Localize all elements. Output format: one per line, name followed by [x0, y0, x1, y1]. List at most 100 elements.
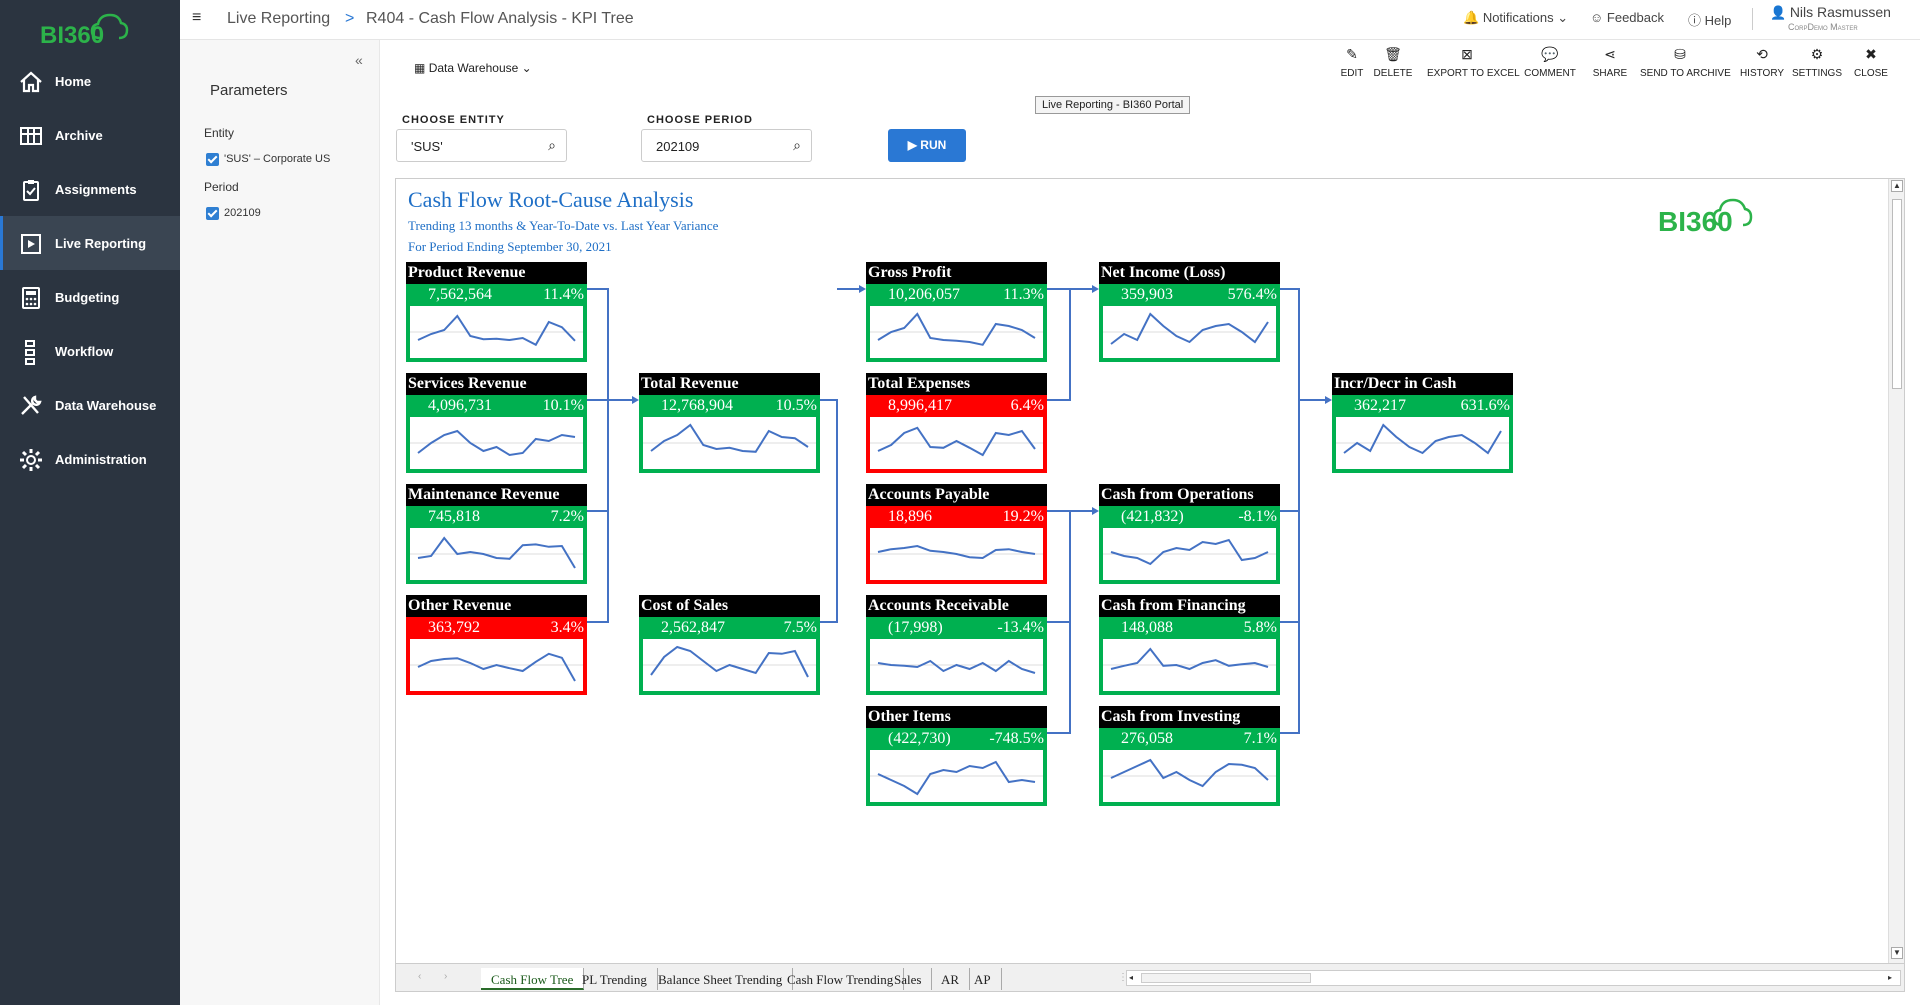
- scroll-thumb[interactable]: [1892, 199, 1902, 389]
- kpi-card-accounts-receivable[interactable]: Accounts Receivable (17,998) -13.4%: [866, 595, 1047, 695]
- vertical-scrollbar[interactable]: ▲ ▼: [1888, 179, 1904, 963]
- kpi-card-other-revenue[interactable]: Other Revenue 363,792 3.4%: [406, 595, 587, 695]
- sparkline: [410, 652, 583, 682]
- export-to-excel-button[interactable]: ⊠ EXPORT TO EXCEL: [1427, 46, 1520, 79]
- bi360-logo[interactable]: BI360: [38, 10, 138, 50]
- toolbar-action-label: CLOSE: [1854, 68, 1888, 79]
- kpi-card-total-revenue[interactable]: Total Revenue 12,768,904 10.5%: [639, 373, 820, 473]
- scroll-left-icon[interactable]: ◂: [1129, 973, 1134, 982]
- tab-ap[interactable]: AP: [964, 968, 1002, 990]
- tab-cash-flow-trending[interactable]: Cash Flow Trending: [777, 968, 905, 990]
- help-icon: ⓘ: [1688, 13, 1702, 28]
- delete-button[interactable]: 🗑 DELETE: [1353, 46, 1433, 79]
- period-value: 202109: [224, 207, 261, 219]
- kpi-card-incr-decr-cash[interactable]: Incr/Decr in Cash 362,217 631.6%: [1332, 373, 1513, 473]
- feedback-button[interactable]: ☺ Feedback: [1590, 10, 1664, 25]
- sparkline-path: [417, 536, 576, 569]
- tab-ar[interactable]: AR: [931, 968, 971, 990]
- sparkline-path: [877, 659, 1036, 674]
- kpi-card-total-expenses[interactable]: Total Expenses 8,996,417 6.4%: [866, 373, 1047, 473]
- pencil-icon: ✎: [1346, 46, 1358, 62]
- scroll-right-icon[interactable]: ▸: [1888, 973, 1893, 982]
- entity-value: 'SUS' – Corporate US: [224, 153, 331, 165]
- kpi-card-other-items[interactable]: Other Items (422,730) -748.5%: [866, 706, 1047, 806]
- kpi-sparkline-area: [410, 306, 583, 358]
- sparkline-path: [1343, 423, 1502, 455]
- kpi-card-product-revenue[interactable]: Product Revenue 7,562,564 11.4%: [406, 262, 587, 362]
- breadcrumb-separator: >: [345, 10, 355, 27]
- entity-input[interactable]: 'SUS' ⌕: [396, 129, 567, 162]
- data-source-dropdown[interactable]: ▦ Data Warehouse ⌄: [414, 61, 532, 75]
- scroll-down-icon[interactable]: ▼: [1891, 947, 1903, 959]
- sidebar-item-assignments[interactable]: Assignments: [0, 162, 180, 216]
- tab-balance-sheet-trending[interactable]: Balance Sheet Trending: [648, 968, 794, 990]
- kpi-card-cash-from-financing[interactable]: Cash from Financing 148,088 5.8%: [1099, 595, 1280, 695]
- kpi-title: Cash from Financing: [1099, 595, 1280, 617]
- kpi-card-cash-from-investing[interactable]: Cash from Investing 276,058 7.1%: [1099, 706, 1280, 806]
- sidebar-item-budgeting[interactable]: Budgeting: [0, 270, 180, 324]
- tab-pl-trending[interactable]: PL Trending: [572, 968, 658, 990]
- settings-button[interactable]: ⚙ SETTINGS: [1777, 46, 1857, 79]
- user-menu[interactable]: 👤 Nils Rasmussen: [1770, 4, 1891, 21]
- report-title: Cash Flow Root-Cause Analysis: [408, 187, 694, 212]
- edit-button[interactable]: ✎ EDIT: [1312, 46, 1392, 79]
- sidebar-item-data-warehouse[interactable]: Data Warehouse: [0, 378, 180, 432]
- sidebar-item-archive[interactable]: Archive: [0, 108, 180, 162]
- share-button[interactable]: ⋖ SHARE: [1570, 46, 1650, 79]
- search-icon[interactable]: ⌕: [548, 137, 556, 153]
- user-icon: 👤: [1770, 5, 1787, 20]
- kpi-percent: 3.4%: [550, 619, 584, 636]
- tab-next-icon[interactable]: ›: [444, 971, 448, 982]
- bi360-logo-icon: BI360: [1658, 198, 1753, 237]
- tab-prev-icon[interactable]: ‹: [418, 971, 422, 982]
- kpi-card-gross-profit[interactable]: Gross Profit 10,206,057 11.3%: [866, 262, 1047, 362]
- kpi-card-cash-from-operations[interactable]: Cash from Operations (421,832) -8.1%: [1099, 484, 1280, 584]
- kpi-title: Product Revenue: [406, 262, 587, 284]
- kpi-card-cost-of-sales[interactable]: Cost of Sales 2,562,847 7.5%: [639, 595, 820, 695]
- period-checkbox[interactable]: [206, 207, 219, 220]
- kpi-percent: 11.4%: [543, 286, 584, 303]
- scroll-up-icon[interactable]: ▲: [1891, 180, 1903, 192]
- horizontal-scrollbar[interactable]: ◂ ▸: [1126, 970, 1901, 986]
- help-button[interactable]: ⓘ Help: [1688, 10, 1731, 29]
- toolbar-action-label: HISTORY: [1739, 68, 1785, 79]
- history-button[interactable]: ⟲ HISTORY: [1722, 46, 1802, 79]
- hamburger-icon[interactable]: ≡: [192, 9, 202, 26]
- notifications-button[interactable]: 🔔 Notifications ⌄: [1463, 10, 1569, 25]
- horizontal-scroll-thumb[interactable]: [1141, 973, 1311, 983]
- tab-sales[interactable]: Sales: [884, 968, 933, 990]
- clipboard-icon: [23, 180, 39, 201]
- comment-button[interactable]: 💬 COMMENT: [1510, 46, 1590, 79]
- toolbar-action-label: COMMENT: [1524, 68, 1576, 79]
- collapse-panel-button[interactable]: «: [355, 52, 363, 68]
- tab-cash-flow-tree[interactable]: Cash Flow Tree: [481, 968, 585, 990]
- entity-checkbox[interactable]: [206, 153, 219, 166]
- kpi-card-services-revenue[interactable]: Services Revenue 4,096,731 10.1%: [406, 373, 587, 473]
- kpi-sparkline-area: [1336, 417, 1509, 469]
- send-to-archive-button[interactable]: ⛁ SEND TO ARCHIVE: [1640, 46, 1731, 79]
- sidebar-item-label: Home: [55, 73, 92, 89]
- sparkline: [870, 312, 1043, 346]
- help-label: Help: [1704, 13, 1732, 28]
- live-reporting-icon: [21, 234, 41, 254]
- sparkline: [410, 536, 583, 569]
- kpi-card-net-income[interactable]: Net Income (Loss) 359,903 576.4%: [1099, 262, 1280, 362]
- kpi-card-maintenance-revenue[interactable]: Maintenance Revenue 745,818 7.2%: [406, 484, 587, 584]
- sidebar-item-live-reporting[interactable]: Live Reporting: [0, 216, 180, 270]
- sidebar-item-home[interactable]: Home: [0, 54, 180, 108]
- sheet-tabs: ‹ › Cash Flow Tree PL Trending Balance She…: [396, 963, 1904, 991]
- kpi-title: Maintenance Revenue: [406, 484, 587, 506]
- sidebar-item-administration[interactable]: Administration: [0, 432, 180, 486]
- chevron-down-icon: ⌄: [521, 61, 532, 75]
- kpi-card-accounts-payable[interactable]: Accounts Payable 18,896 19.2%: [866, 484, 1047, 584]
- toolbar-action-label: EDIT: [1340, 68, 1364, 79]
- breadcrumb-root[interactable]: Live Reporting: [227, 10, 331, 27]
- run-button[interactable]: ▶ RUN: [888, 129, 966, 162]
- search-icon[interactable]: ⌕: [793, 137, 801, 153]
- kpi-title: Services Revenue: [406, 373, 587, 395]
- period-input[interactable]: 202109 ⌕: [641, 129, 812, 162]
- kpi-sparkline-area: [870, 306, 1043, 358]
- close-button[interactable]: ✖ CLOSE: [1831, 46, 1911, 79]
- sidebar-item-workflow[interactable]: Workflow: [0, 324, 180, 378]
- home-icon: [20, 71, 42, 93]
